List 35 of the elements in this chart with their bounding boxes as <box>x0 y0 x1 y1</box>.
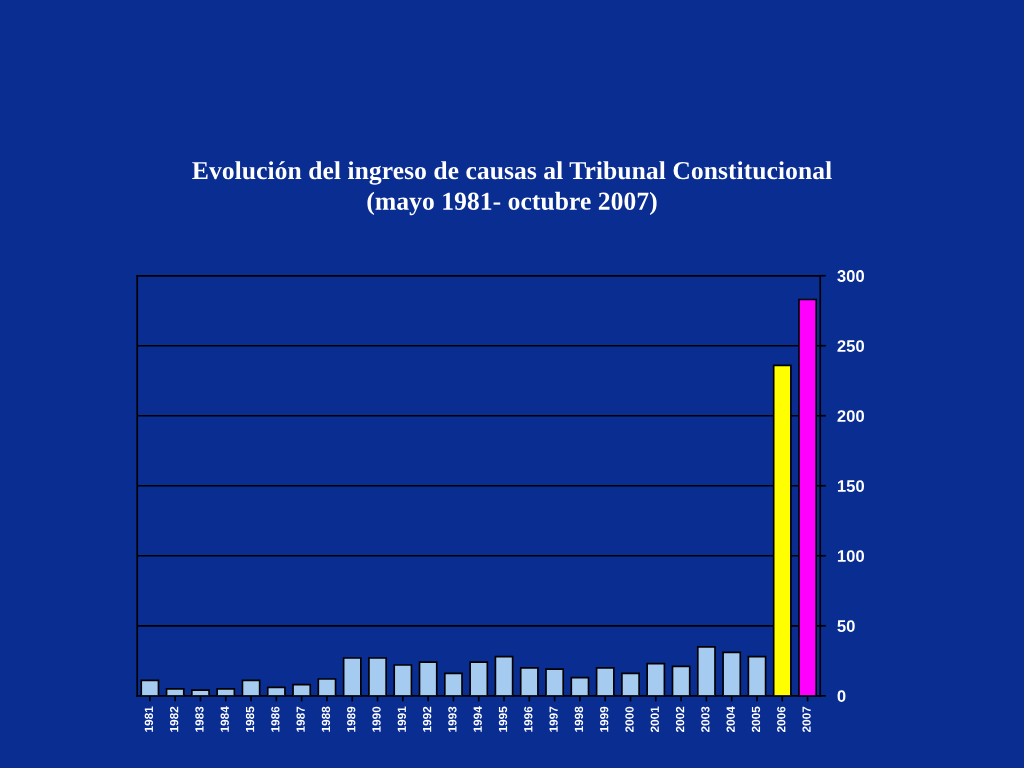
x-tick-label: 1988 <box>321 706 331 732</box>
y-tick-label: 300 <box>837 270 865 282</box>
x-tick-label: 2004 <box>726 706 735 733</box>
x-tick-label: 2005 <box>751 706 761 733</box>
x-tick-label: 1999 <box>600 706 609 732</box>
x-tick-label: 1987 <box>296 706 305 732</box>
x-tick-label: 1998 <box>574 706 584 732</box>
x-tick-label: 1981 <box>144 706 154 732</box>
x-tick-label: 2003 <box>701 706 710 733</box>
x-tick-label: 2001 <box>650 706 659 733</box>
x-tick-label: 1982 <box>169 706 179 732</box>
x-tick-label: 1994 <box>473 706 482 732</box>
y-tick-label: 200 <box>837 410 865 422</box>
x-tick-label: 1997 <box>549 706 558 732</box>
x-tick-label: 1984 <box>220 706 229 732</box>
x-tick-label: 1986 <box>271 706 280 732</box>
x-tick-label: 2007 <box>802 706 811 733</box>
y-tick-label: 250 <box>837 340 865 352</box>
y-tick-label: 100 <box>837 550 865 562</box>
y-tick-label: 0 <box>837 690 846 703</box>
y-tick-label: 50 <box>837 620 855 632</box>
x-tick-label: 2002 <box>675 706 685 733</box>
x-tick-label: 1991 <box>397 706 406 732</box>
x-tick-label: 1989 <box>347 706 356 732</box>
chart-title: Evolución del ingreso de causas al Tribunal Constitucional (mayo 1981- octubre 2007) <box>192 161 832 216</box>
x-tick-label: 1990 <box>372 706 381 732</box>
x-tick-label: 1996 <box>524 706 533 732</box>
x-tick-label: 2000 <box>625 706 634 733</box>
x-tick-label: 2006 <box>777 706 786 733</box>
x-tick-label: 1993 <box>448 706 457 732</box>
y-tick-label: 150 <box>837 480 865 492</box>
x-tick-label: 1983 <box>195 706 204 732</box>
x-tick-label: 1992 <box>422 706 432 732</box>
x-tick-label: 1985 <box>245 706 255 732</box>
x-tick-label: 1995 <box>498 706 508 732</box>
